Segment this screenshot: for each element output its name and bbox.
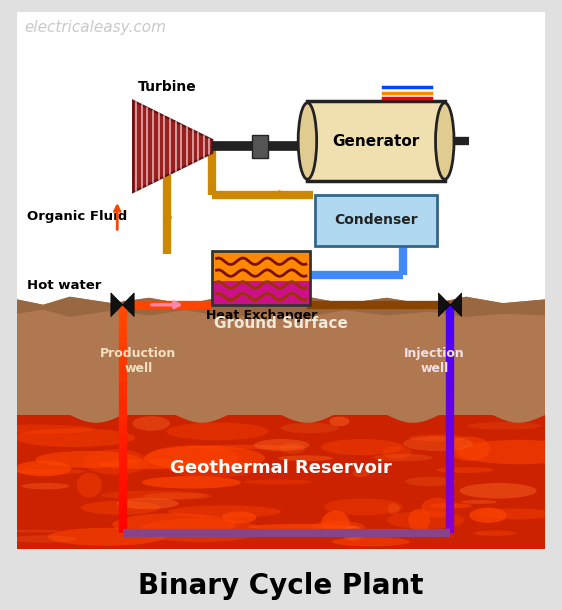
- Ellipse shape: [436, 467, 494, 473]
- Ellipse shape: [81, 501, 160, 515]
- Ellipse shape: [383, 447, 412, 459]
- Ellipse shape: [456, 440, 562, 464]
- Polygon shape: [123, 293, 134, 317]
- Polygon shape: [17, 296, 545, 318]
- Ellipse shape: [15, 461, 71, 476]
- Ellipse shape: [352, 470, 369, 477]
- Text: Production
well: Production well: [100, 347, 176, 375]
- Ellipse shape: [144, 446, 265, 470]
- Ellipse shape: [4, 529, 60, 533]
- Bar: [315, 195, 437, 246]
- Text: electricaleasy.com: electricaleasy.com: [25, 20, 167, 35]
- Bar: [212, 251, 310, 305]
- Ellipse shape: [10, 535, 76, 543]
- Ellipse shape: [405, 477, 456, 486]
- Polygon shape: [450, 293, 461, 317]
- Polygon shape: [17, 296, 545, 549]
- Polygon shape: [133, 101, 212, 192]
- Ellipse shape: [374, 454, 433, 461]
- Bar: [17, 415, 545, 549]
- Ellipse shape: [35, 451, 141, 468]
- Ellipse shape: [436, 103, 454, 179]
- Ellipse shape: [332, 537, 410, 547]
- Ellipse shape: [248, 524, 358, 530]
- Ellipse shape: [168, 461, 260, 477]
- Ellipse shape: [387, 511, 465, 529]
- Ellipse shape: [14, 428, 135, 447]
- Ellipse shape: [460, 483, 537, 498]
- Ellipse shape: [430, 503, 472, 508]
- Ellipse shape: [0, 425, 94, 434]
- Ellipse shape: [147, 445, 238, 470]
- Bar: [212, 251, 310, 281]
- Ellipse shape: [448, 437, 490, 461]
- Ellipse shape: [133, 416, 170, 431]
- Bar: [17, 12, 545, 307]
- Ellipse shape: [321, 439, 404, 455]
- Text: Organic Fluid: Organic Fluid: [28, 210, 128, 223]
- Ellipse shape: [408, 509, 430, 531]
- Ellipse shape: [324, 498, 403, 515]
- Ellipse shape: [84, 450, 148, 475]
- Polygon shape: [111, 293, 123, 317]
- Ellipse shape: [101, 490, 206, 500]
- Ellipse shape: [139, 518, 262, 542]
- Ellipse shape: [477, 508, 554, 520]
- Ellipse shape: [298, 103, 316, 179]
- Ellipse shape: [461, 500, 497, 504]
- Ellipse shape: [222, 511, 256, 523]
- Ellipse shape: [474, 531, 516, 536]
- Text: Heat Exchanger: Heat Exchanger: [206, 309, 317, 322]
- Bar: [307, 101, 445, 181]
- Text: Ground Surface: Ground Surface: [214, 316, 348, 331]
- Ellipse shape: [279, 443, 305, 454]
- Ellipse shape: [469, 508, 507, 523]
- Ellipse shape: [321, 511, 350, 536]
- Text: Injection
well: Injection well: [404, 347, 465, 375]
- Ellipse shape: [254, 439, 309, 451]
- Ellipse shape: [422, 498, 454, 517]
- Ellipse shape: [329, 417, 350, 426]
- Ellipse shape: [342, 526, 364, 540]
- Ellipse shape: [311, 521, 365, 533]
- Text: Geothermal Reservoir: Geothermal Reservoir: [170, 459, 392, 478]
- Ellipse shape: [48, 528, 165, 546]
- Polygon shape: [438, 293, 450, 317]
- Ellipse shape: [168, 506, 281, 518]
- Text: Hot water: Hot water: [28, 279, 102, 292]
- Ellipse shape: [185, 445, 302, 449]
- Bar: [252, 135, 268, 158]
- Text: Turbine: Turbine: [138, 81, 197, 95]
- Ellipse shape: [142, 493, 211, 500]
- Ellipse shape: [166, 423, 269, 440]
- Ellipse shape: [388, 503, 400, 515]
- Ellipse shape: [278, 455, 333, 461]
- Ellipse shape: [97, 459, 203, 469]
- Ellipse shape: [243, 479, 312, 484]
- Ellipse shape: [112, 514, 237, 536]
- Ellipse shape: [468, 422, 541, 429]
- Text: Condenser: Condenser: [334, 214, 418, 227]
- Ellipse shape: [77, 473, 102, 498]
- Ellipse shape: [8, 469, 85, 475]
- Ellipse shape: [409, 434, 465, 441]
- Text: Binary Cycle Plant: Binary Cycle Plant: [138, 572, 424, 600]
- Bar: [212, 281, 310, 305]
- Ellipse shape: [280, 423, 339, 433]
- Ellipse shape: [142, 476, 241, 489]
- Ellipse shape: [22, 483, 70, 489]
- Ellipse shape: [117, 498, 179, 509]
- Ellipse shape: [403, 436, 473, 451]
- Text: Generator: Generator: [333, 134, 420, 148]
